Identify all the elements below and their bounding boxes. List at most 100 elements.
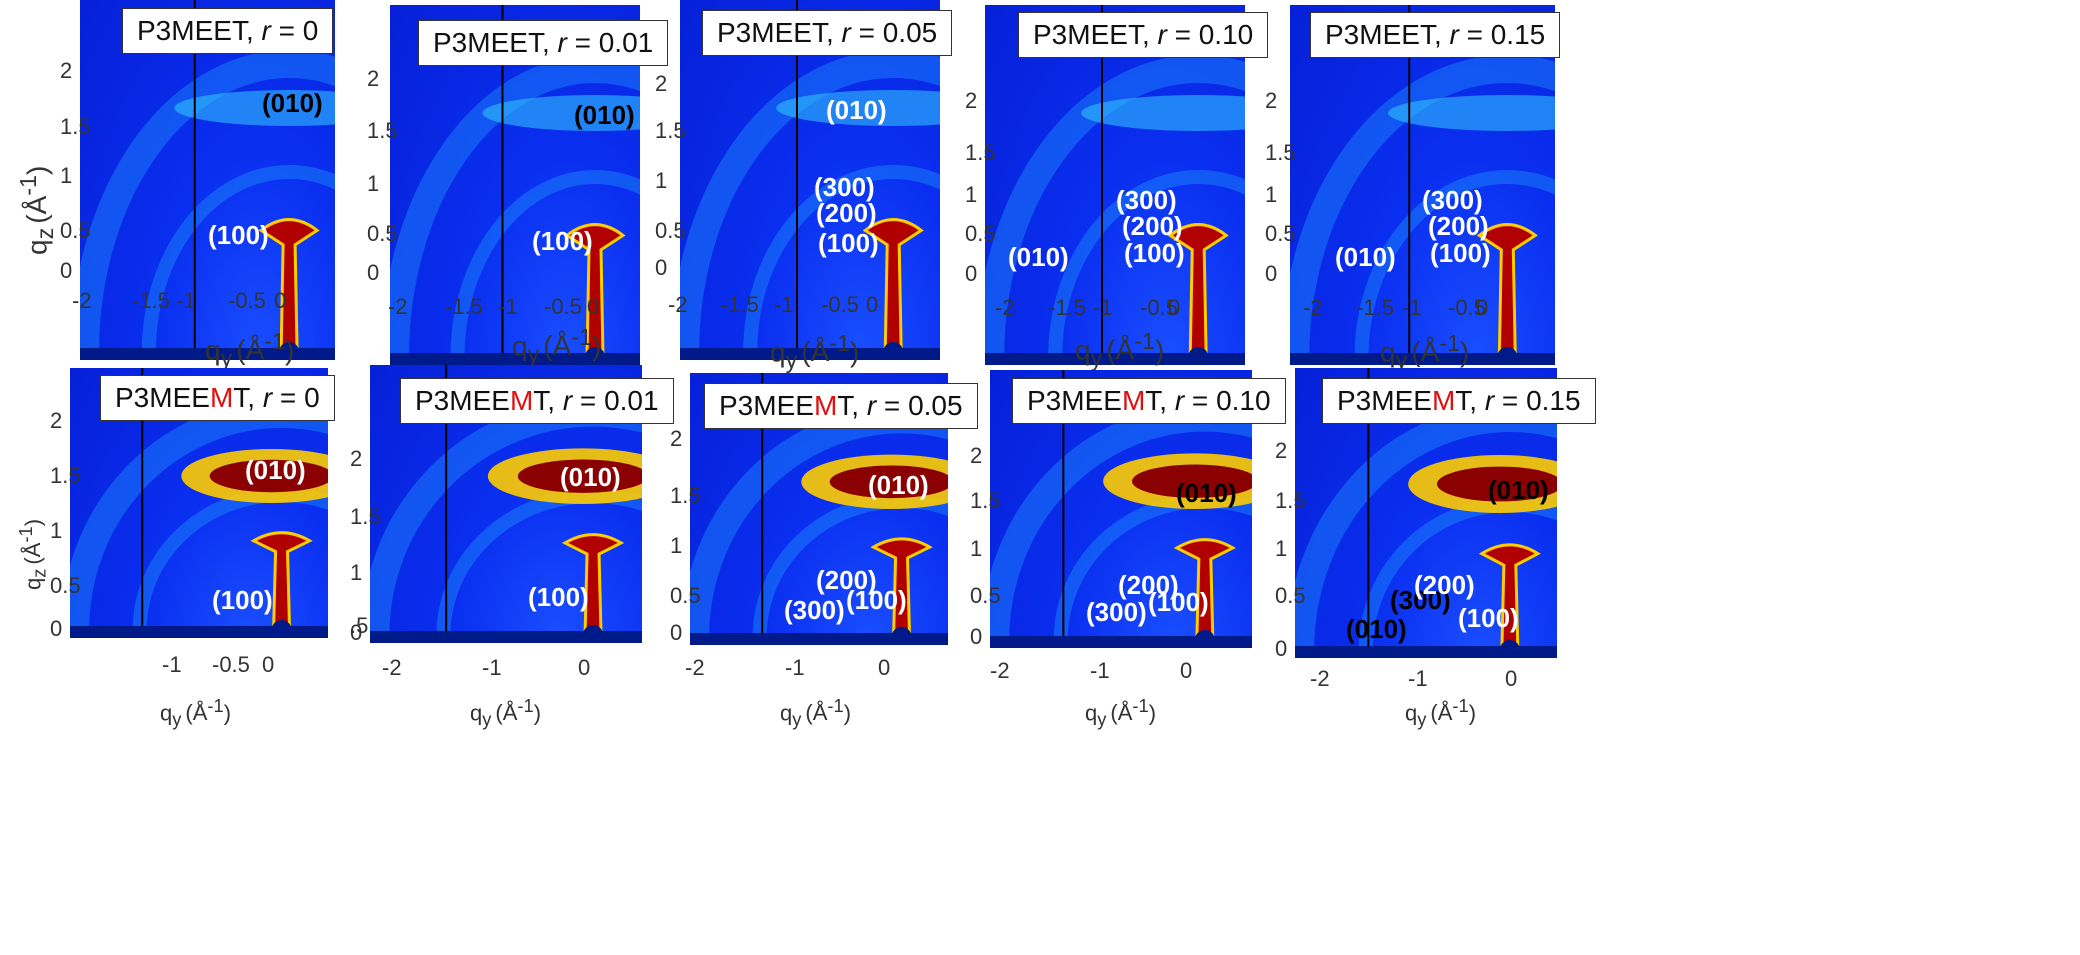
panel-title-title-r: r bbox=[1484, 385, 1495, 416]
y-tick-label: 1.5 bbox=[60, 114, 91, 139]
x-axis-symbol: q bbox=[1075, 334, 1091, 366]
x-tick-label: 0 bbox=[1476, 295, 1489, 320]
y-tick-label: 1.5 bbox=[1275, 488, 1306, 513]
x-axis-symbol: q bbox=[160, 700, 173, 726]
panel-title: P3MEET, r = 0 bbox=[122, 8, 334, 54]
x-tick-label: -0.5 bbox=[544, 294, 582, 319]
y-axis-label: qz (Å-1) bbox=[15, 166, 59, 255]
peak-label: (300) bbox=[814, 172, 875, 202]
pi-stacking-arc-core bbox=[517, 459, 642, 493]
horizon-strip bbox=[985, 353, 1245, 365]
peak-label: (100) bbox=[528, 582, 589, 612]
x-axis-unit-close: ) bbox=[1155, 334, 1165, 366]
horizon-strip bbox=[1290, 353, 1555, 365]
pi-stacking-arc bbox=[1081, 95, 1245, 131]
panel-title-title-value: = 0.15 bbox=[1494, 385, 1581, 416]
x-tick-label: -0.5 bbox=[212, 652, 250, 677]
x-tick-label: -2 bbox=[382, 655, 402, 680]
x-tick-label: -1 bbox=[162, 652, 182, 677]
x-tick-label: -1 bbox=[1093, 295, 1113, 320]
x-tick-label: -2 bbox=[388, 294, 408, 319]
x-axis-unit: (Å bbox=[1106, 334, 1135, 366]
peak-label: (200) bbox=[1428, 211, 1489, 241]
x-axis-label: qy (Å-1) bbox=[770, 330, 859, 374]
peak-label: (100) bbox=[1148, 587, 1209, 617]
x-axis-unit-exp: -1 bbox=[1134, 328, 1155, 354]
x-axis-symbol: q bbox=[1085, 700, 1098, 726]
peak-label: (200) bbox=[1414, 570, 1475, 600]
horizon-strip bbox=[680, 348, 940, 360]
diffuse-ring bbox=[132, 488, 328, 638]
x-axis-symbol: q bbox=[780, 700, 793, 726]
x-axis-subscript: y bbox=[527, 340, 540, 367]
x-tick-label: -1 bbox=[1402, 295, 1422, 320]
y-tick-label: 1 bbox=[1275, 536, 1288, 561]
scattering-pattern bbox=[390, 5, 640, 365]
x-axis-unit: (Å bbox=[495, 700, 518, 726]
x-axis-unit: (Å bbox=[236, 334, 265, 366]
y-tick-label: 2 bbox=[1275, 438, 1288, 463]
y-axis-unit-close: ) bbox=[20, 518, 46, 527]
x-tick-label: -2 bbox=[1310, 666, 1330, 691]
y-tick-label: 1.5 bbox=[350, 504, 381, 529]
y-tick-label: 1.5 bbox=[367, 118, 398, 143]
peak-label: (010) bbox=[1335, 242, 1396, 272]
x-axis-symbol: q bbox=[470, 700, 483, 726]
peak-label: (300) bbox=[784, 595, 845, 625]
panel-title-title-m: M bbox=[509, 385, 534, 416]
horizon-strip bbox=[370, 631, 642, 643]
peak-label: (100) bbox=[208, 220, 269, 250]
panel-title-title-value: = 0.01 bbox=[572, 385, 659, 416]
x-axis-label: qy (Å-1) bbox=[1075, 328, 1164, 372]
panel-title-title-r: r bbox=[1449, 19, 1459, 50]
panel-title-title-prefix: P3MEE bbox=[137, 15, 232, 46]
x-tick-label: -1.5 bbox=[721, 292, 759, 317]
pi-stacking-arc-core bbox=[209, 459, 328, 493]
y-tick-label: 0.5 bbox=[670, 583, 701, 608]
y-tick-label: 1 bbox=[60, 163, 73, 188]
x-tick-label: -1.5 bbox=[132, 288, 170, 313]
panel-title: P3MEET, r = 0.10 bbox=[1018, 12, 1269, 58]
x-tick-label: -1 bbox=[482, 655, 502, 680]
panel-title-title-suffix: T, bbox=[527, 27, 558, 58]
x-axis-unit: (Å bbox=[1110, 700, 1133, 726]
x-axis-unit-close: ) bbox=[1148, 700, 1157, 726]
x-tick-label: 0 bbox=[587, 294, 600, 319]
y-tick-label: 0 bbox=[367, 260, 380, 285]
panel-title-title-r: r bbox=[262, 382, 273, 413]
y-tick-label: 2 bbox=[1265, 88, 1278, 113]
panel-title-title-value: = 0.05 bbox=[850, 17, 938, 48]
x-axis-subscript: y bbox=[482, 708, 492, 730]
y-tick-label: 0 bbox=[965, 261, 978, 286]
y-tick-label: 1.5 bbox=[970, 488, 1001, 513]
x-tick-label: -2 bbox=[990, 658, 1010, 683]
x-tick-label: -1.5 bbox=[1356, 295, 1394, 320]
panel-title-title-suffix: T, bbox=[1145, 385, 1175, 416]
panel-title: P3MEEMT, r = 0 bbox=[100, 375, 335, 421]
peak-label: (010) bbox=[560, 462, 621, 492]
pi-stacking-arc bbox=[1388, 95, 1555, 131]
x-axis-subscript: y bbox=[172, 708, 182, 730]
y-tick-label: 2 bbox=[50, 408, 63, 433]
peak-label: (010) bbox=[1176, 478, 1237, 508]
peak-label: (100) bbox=[1458, 603, 1519, 633]
x-tick-label: 0 bbox=[262, 652, 275, 677]
x-tick-label: 0 bbox=[1505, 666, 1518, 691]
peak-label: (010) bbox=[1346, 614, 1407, 644]
x-axis-unit-exp: -1 bbox=[1132, 695, 1149, 716]
x-tick-label: -2 bbox=[685, 655, 705, 680]
panel-title-title-m: M bbox=[813, 390, 838, 421]
x-tick-label: -1.5 bbox=[1048, 295, 1086, 320]
horizon-strip bbox=[690, 633, 948, 645]
x-axis-symbol: q bbox=[205, 334, 221, 366]
peak-label: (200) bbox=[1122, 211, 1183, 241]
x-tick-label: -1.5 bbox=[445, 294, 483, 319]
x-tick-label: -0.5 bbox=[821, 292, 859, 317]
x-tick-label: -0.5 bbox=[1448, 295, 1486, 320]
panel-title-title-suffix: T, bbox=[1455, 385, 1485, 416]
peak-label: (010) bbox=[826, 95, 887, 125]
y-axis-unit: (Å bbox=[20, 542, 46, 565]
scattering-pattern bbox=[80, 0, 335, 360]
y-tick-label: 1.5 bbox=[50, 463, 81, 488]
peak-label: (010) bbox=[1488, 475, 1549, 505]
